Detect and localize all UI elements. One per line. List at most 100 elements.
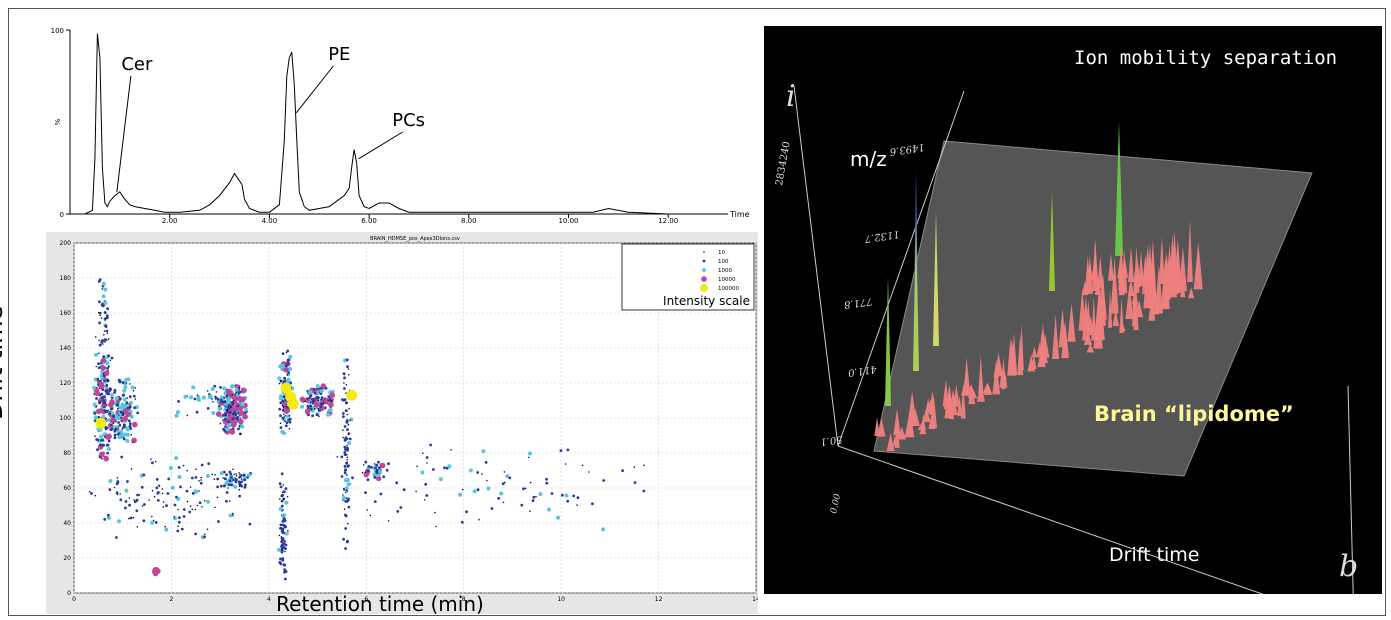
scatter-point <box>193 397 197 401</box>
scatter-point <box>223 477 227 481</box>
surface-peak <box>982 382 992 394</box>
scatter-point <box>232 512 234 515</box>
scatter-point <box>135 509 139 513</box>
scatter-point <box>244 407 248 412</box>
scatter-point <box>239 390 242 394</box>
scatter-point <box>105 316 109 320</box>
intensity-axis <box>793 85 839 447</box>
scatter-point <box>278 507 283 511</box>
scatter-point <box>177 475 182 479</box>
scatter-point <box>320 383 327 389</box>
scatter-point <box>177 525 179 527</box>
scatter-point <box>278 482 282 485</box>
scatter-point <box>281 352 285 355</box>
scatter-point <box>116 407 119 410</box>
scatter-point <box>189 505 192 507</box>
scatter-point <box>422 452 424 454</box>
scatter-point <box>182 464 185 467</box>
scatter-point <box>161 492 164 495</box>
scatter-point <box>229 429 235 435</box>
scatter-point <box>191 385 196 390</box>
scatter-point <box>402 488 406 492</box>
scatter-point <box>313 391 317 395</box>
scatter-point-100000 <box>346 389 358 401</box>
surface-peak <box>1115 121 1123 256</box>
surface-peak <box>1086 254 1093 294</box>
scatter-point <box>98 352 100 355</box>
scatter-point <box>239 432 242 435</box>
scatter-point <box>103 401 107 405</box>
scatter-point <box>346 446 349 450</box>
scatter-point <box>468 468 473 473</box>
scatter-point <box>346 402 349 404</box>
scatter-point <box>281 557 285 560</box>
scatter-point <box>329 392 336 398</box>
scatter-point <box>233 411 236 415</box>
surface-peak <box>921 412 926 431</box>
scatter-point <box>238 386 240 389</box>
scatter-point <box>280 545 283 548</box>
scatter-point <box>385 468 389 472</box>
scatter-point <box>559 449 563 452</box>
scatter-point <box>113 429 117 433</box>
scatter-point <box>279 523 283 527</box>
scatter-point <box>195 410 199 414</box>
scatter-point <box>101 288 104 290</box>
scatter-point <box>326 412 331 417</box>
scatter-point <box>114 427 118 431</box>
scatter-point <box>231 400 235 404</box>
scatter-point <box>282 509 284 511</box>
scatter-point <box>458 492 462 497</box>
scatter-point <box>283 524 287 528</box>
drift-tick-label: 0.00 <box>829 493 843 515</box>
scatter-point <box>318 415 320 417</box>
scatter-point <box>124 488 129 493</box>
scatter-point <box>288 420 292 424</box>
surface-peak <box>1187 287 1195 299</box>
scatter-point <box>576 496 580 500</box>
scatter-point <box>99 451 105 458</box>
surface-peak <box>928 412 936 430</box>
chromatogram-trace <box>70 33 728 215</box>
scatter-point <box>130 434 132 436</box>
scatter-point <box>110 393 114 398</box>
scatter-point <box>222 477 224 479</box>
scatter-point <box>484 461 488 464</box>
scatter-point <box>319 405 323 409</box>
scatter-point <box>346 365 349 368</box>
scatter-point <box>346 413 349 416</box>
scatter-point <box>304 400 306 403</box>
scatter-point <box>347 497 350 501</box>
scatter-point <box>279 414 282 418</box>
chromatogram-x-tick-label: 12.00 <box>658 217 678 225</box>
scatter-point <box>343 469 347 472</box>
chromatogram: 0 100% 2.00 4.00 6.00 8.00 10.00 12.00 Time Cer PE… <box>51 27 750 225</box>
scatter-point <box>238 488 241 491</box>
scatter-point <box>203 499 206 502</box>
scatter-point <box>185 489 189 493</box>
scatter-point <box>119 433 123 438</box>
scatter-point <box>319 389 324 394</box>
scatter-point <box>129 516 133 520</box>
scatter-point <box>280 379 282 382</box>
axis-letter-b: b <box>1339 549 1358 584</box>
scatter-point <box>478 518 480 521</box>
scatter-point <box>346 456 349 459</box>
scatter-point <box>497 497 501 500</box>
scatter-point <box>196 394 199 396</box>
scatter-point <box>234 413 238 417</box>
scatter-point <box>100 303 104 307</box>
scatter-point <box>315 384 320 388</box>
scatter-point <box>342 537 345 541</box>
scatter-point <box>347 423 350 426</box>
scatter-point <box>106 378 108 380</box>
scatter-point <box>168 466 173 470</box>
scatter-point <box>343 387 346 390</box>
scatter-point <box>279 401 283 405</box>
scatter-point <box>343 451 347 454</box>
scatter-point <box>206 407 210 410</box>
scatter-point <box>207 394 212 399</box>
scatter-point <box>238 472 240 474</box>
scatter-point <box>341 412 345 415</box>
scatter-point <box>156 499 160 502</box>
